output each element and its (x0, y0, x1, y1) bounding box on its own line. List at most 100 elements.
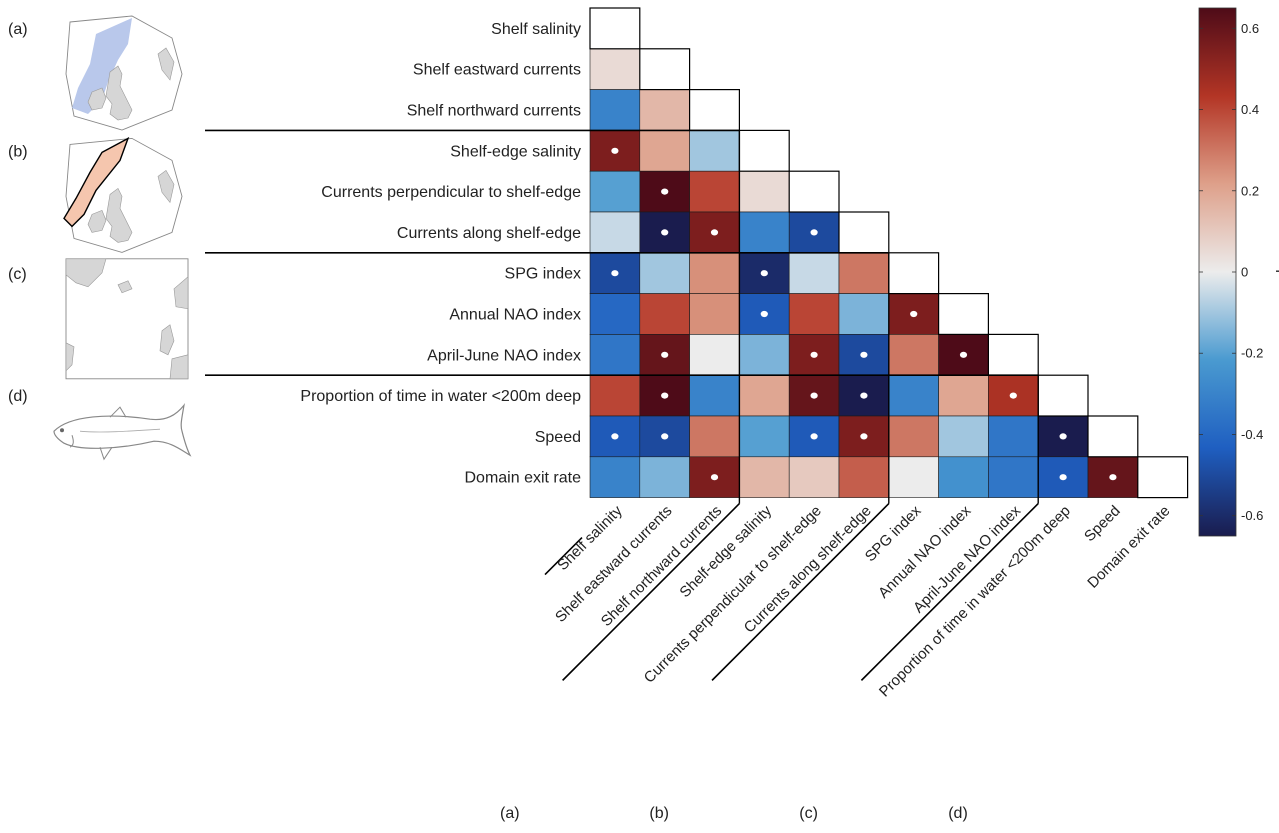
significance-dot-8-5 (860, 351, 868, 358)
cell-7-2 (689, 293, 740, 335)
diagonal-cell-0 (589, 7, 641, 50)
salmon-lateral-line (79, 428, 161, 433)
land-norway-2 (173, 276, 189, 310)
row-label-6: SPG index (505, 266, 581, 283)
cell-4-0 (589, 170, 641, 213)
group-separator-lines (205, 129, 1039, 681)
column-label-7: Annual NAO index (875, 502, 975, 602)
row-group-label-1: (b) (8, 143, 28, 160)
significance-dot-11-10 (1109, 474, 1117, 481)
colorbar-tick-label-1: 0.4 (1241, 102, 1259, 117)
significance-dot-6-0 (611, 270, 619, 277)
significance-dot-11-2 (710, 474, 719, 481)
salmon-pelvic-fin (99, 446, 113, 461)
cell-9-7 (938, 374, 989, 417)
cell-4-3 (739, 170, 790, 213)
cell-11-0 (589, 456, 641, 498)
cell-4-1 (639, 170, 690, 213)
salmon-drawing-3 (53, 403, 192, 461)
column-group-label-3: (d) (948, 805, 968, 822)
significance-dot-11-9 (1059, 474, 1067, 481)
colorbar: 0.6 0.4 0.2 0 -0.2 -0.4 -0.6 r (1198, 7, 1279, 537)
salmon-eye (60, 428, 64, 433)
cell-10-6 (888, 415, 939, 458)
row-label-5: Currents along shelf-edge (397, 225, 581, 242)
significance-dot-3-0 (611, 147, 619, 154)
colorbar-label: r (1272, 269, 1279, 275)
significance-dot-10-4 (810, 433, 818, 440)
land-greenland-2 (65, 258, 107, 288)
significance-dot-8-7 (959, 351, 968, 358)
salmon-gill (69, 435, 74, 448)
colorbar-tick-label-3: 0 (1241, 265, 1248, 280)
salmon-dorsal-fin (109, 406, 127, 418)
column-group-diagonal-0 (544, 537, 583, 576)
cell-6-5 (838, 252, 890, 294)
column-group-label-2: (c) (799, 805, 818, 822)
cell-11-7 (938, 456, 989, 498)
cell-10-3 (739, 415, 790, 458)
cell-7-0 (589, 293, 641, 335)
column-group-diagonal-1 (562, 503, 740, 681)
significance-dot-5-2 (710, 229, 719, 236)
column-group-diagonal-2 (711, 503, 890, 681)
diagonal-cell-6 (888, 252, 940, 295)
cell-6-2 (689, 252, 740, 294)
cell-6-4 (788, 252, 840, 294)
cell-11-1 (639, 456, 690, 498)
cell-7-4 (788, 293, 840, 335)
column-label-10: Speed (1081, 502, 1124, 545)
significance-dot-6-3 (760, 270, 768, 277)
cell-11-8 (988, 456, 1039, 498)
land-america-2 (65, 342, 75, 372)
cell-5-0 (589, 211, 641, 254)
diagonal-cell-8 (987, 333, 1039, 376)
diagonal-cell-7 (937, 293, 989, 336)
shelf-edge-region-1 (63, 136, 130, 228)
significance-dot-5-4 (810, 229, 818, 236)
colorbar-tick-label-0: 0.6 (1241, 21, 1259, 36)
row-label-11: Domain exit rate (465, 470, 582, 487)
group-labels: (a) (a) (b) (b) (c) (c) (d) (d) (8, 21, 968, 822)
diagonal-cell-9 (1037, 374, 1089, 417)
cell-9-0 (589, 374, 641, 417)
significance-dot-10-5 (860, 433, 868, 440)
land-britain-2 (159, 324, 175, 356)
diagonal-cells (589, 7, 1189, 499)
land-norway-0 (157, 47, 175, 81)
colorbar-tick-label-5: -0.4 (1241, 427, 1263, 442)
colorbar-bar (1198, 7, 1237, 537)
cell-5-3 (739, 211, 790, 254)
region-thumbnail-1 (63, 136, 183, 253)
cell-8-3 (739, 334, 790, 376)
significance-dot-9-1 (661, 392, 669, 399)
region-maps (53, 15, 192, 461)
diagonal-cell-3 (738, 129, 790, 172)
row-group-label-2: (c) (8, 266, 27, 283)
cell-3-1 (639, 130, 690, 172)
significance-dot-10-1 (661, 433, 669, 440)
land-ireland-1 (87, 210, 107, 233)
diagonal-cell-10 (1087, 415, 1139, 458)
row-label-0: Shelf salinity (491, 21, 581, 38)
land-iceland-2 (117, 280, 133, 294)
cell-9-2 (689, 374, 740, 417)
diagonal-cell-4 (788, 170, 840, 213)
cell-11-4 (788, 456, 840, 498)
cell-11-5 (838, 456, 890, 498)
cell-10-2 (689, 415, 740, 458)
row-group-label-0: (a) (8, 21, 28, 38)
significance-dot-7-3 (760, 310, 768, 318)
cell-3-2 (689, 130, 740, 172)
significance-dot-9-4 (810, 392, 818, 399)
row-label-8: April-June NAO index (427, 347, 581, 364)
cell-9-6 (888, 374, 939, 417)
cell-8-2 (689, 334, 740, 376)
cell-11-3 (739, 456, 790, 498)
cell-8-0 (589, 334, 641, 376)
row-labels: Shelf salinity Shelf eastward currents She… (300, 21, 581, 487)
cell-4-2 (689, 170, 740, 213)
